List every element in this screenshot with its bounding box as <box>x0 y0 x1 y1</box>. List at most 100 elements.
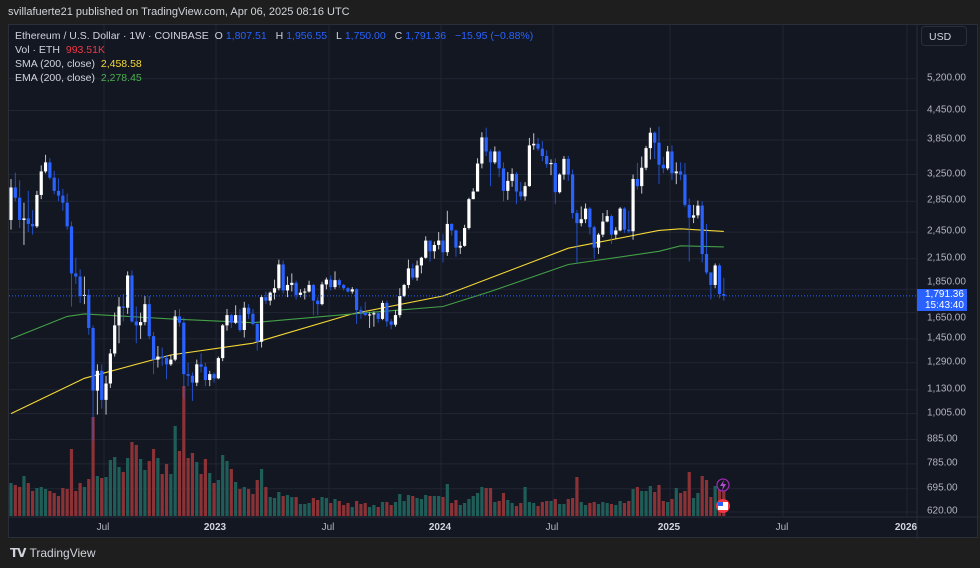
volume-bar <box>151 449 156 516</box>
candle-body <box>424 240 428 258</box>
volume-bar <box>696 493 700 516</box>
candle-body <box>510 173 514 181</box>
candle-body <box>640 167 644 187</box>
candle-body <box>182 322 186 375</box>
volume-bar <box>285 495 290 516</box>
volume-bar <box>126 458 130 516</box>
volume-bar <box>238 489 242 516</box>
candle-body <box>631 178 635 232</box>
candle-body <box>190 375 195 383</box>
volume-bar <box>683 491 687 516</box>
candle-body <box>506 180 510 191</box>
volume-bar <box>536 506 540 516</box>
currency-button[interactable]: USD <box>921 26 967 46</box>
candle-body <box>52 177 56 191</box>
candle-body <box>91 327 95 391</box>
volume-bar <box>350 507 354 516</box>
volume-bar <box>281 496 285 516</box>
volume-bar <box>9 483 13 516</box>
candle-body <box>316 300 320 305</box>
price-chart[interactable] <box>9 25 979 539</box>
volume-bar <box>303 504 307 516</box>
volume-bar <box>380 502 385 516</box>
candle-body <box>441 240 445 253</box>
volume-bar <box>609 504 614 516</box>
candle-body <box>380 302 385 319</box>
volume-bar <box>540 502 544 516</box>
volume-bar <box>268 497 272 516</box>
price-tick-label: 785.00 <box>927 457 958 469</box>
symbol-title[interactable]: Ethereum / U.S. Dollar · 1W · COINBASE <box>15 30 209 42</box>
volume-bar <box>471 496 475 516</box>
volume-bar <box>575 477 579 516</box>
price-tick-label: 620.00 <box>927 505 958 517</box>
candle-body <box>130 275 134 322</box>
candle-body <box>428 240 432 252</box>
volume-bar <box>74 491 78 516</box>
volume-bar <box>458 505 462 516</box>
sma-legend[interactable]: SMA (200, close) 2,458.58 <box>15 58 145 70</box>
time-tick-label: Jul <box>321 522 335 533</box>
volume-bar <box>467 499 471 516</box>
volume-bar <box>346 503 350 516</box>
chart-pane[interactable] <box>8 24 979 539</box>
price-tick-label: 1,450.00 <box>927 332 966 344</box>
volume-bar <box>527 502 531 516</box>
candle-body <box>562 158 566 175</box>
candle-body <box>683 174 687 205</box>
candle-body <box>454 230 458 248</box>
candle-body <box>406 268 411 285</box>
candle-body <box>216 358 220 379</box>
candle-body <box>359 310 363 313</box>
candle-body <box>635 178 639 187</box>
volume-bar <box>203 459 207 516</box>
candle-body <box>497 151 501 169</box>
candle-body <box>622 208 627 230</box>
candle-body <box>169 359 173 365</box>
volume-bar <box>571 498 575 516</box>
ema-legend[interactable]: EMA (200, close) 2,278.45 <box>15 72 145 84</box>
candle-body <box>575 213 579 224</box>
volume-bar <box>113 457 117 516</box>
candle-body <box>596 234 601 248</box>
candle-body <box>579 219 583 224</box>
candle-body <box>571 174 575 214</box>
volume-bar <box>704 480 709 516</box>
volume-bar <box>614 505 618 516</box>
volume-bar <box>631 489 635 516</box>
candle-body <box>648 132 652 149</box>
price-tick-label: 4,450.00 <box>927 104 966 116</box>
candle-body <box>488 151 493 163</box>
open-number: 1,807.51 <box>225 30 267 42</box>
low-number: 1,750.00 <box>344 30 386 42</box>
volume-bar <box>488 488 493 516</box>
close-value: C 1,791.36 <box>395 30 449 42</box>
price-tick-label: 2,850.00 <box>927 194 966 206</box>
volume-bar <box>208 473 212 516</box>
candle-body <box>126 275 130 308</box>
volume-bar <box>212 483 216 516</box>
volume-bar <box>579 502 583 516</box>
tradingview-logo[interactable]: 𝗧𝗩 TradingView <box>10 546 96 560</box>
candle-body <box>445 223 449 253</box>
volume-bar <box>39 487 43 516</box>
candle-body <box>147 304 151 337</box>
volume-bar <box>225 461 229 516</box>
volume-bar <box>648 486 652 516</box>
candle-body <box>419 257 423 266</box>
volume-bar <box>493 502 497 516</box>
candle-body <box>225 315 229 326</box>
candle-body <box>566 158 570 175</box>
volume-bar <box>108 460 112 516</box>
candle-body <box>601 221 605 235</box>
volume-legend[interactable]: Vol · ETH 993.51K <box>15 44 108 56</box>
candle-body <box>229 315 233 323</box>
candle-body <box>657 142 661 165</box>
price-tick-label: 1,290.00 <box>927 356 966 368</box>
candle-body <box>311 284 315 301</box>
volume-bar <box>583 505 588 516</box>
candle-body <box>87 294 91 328</box>
volume-bar <box>78 483 82 516</box>
candle-body <box>272 288 277 293</box>
candle-body <box>31 223 35 227</box>
